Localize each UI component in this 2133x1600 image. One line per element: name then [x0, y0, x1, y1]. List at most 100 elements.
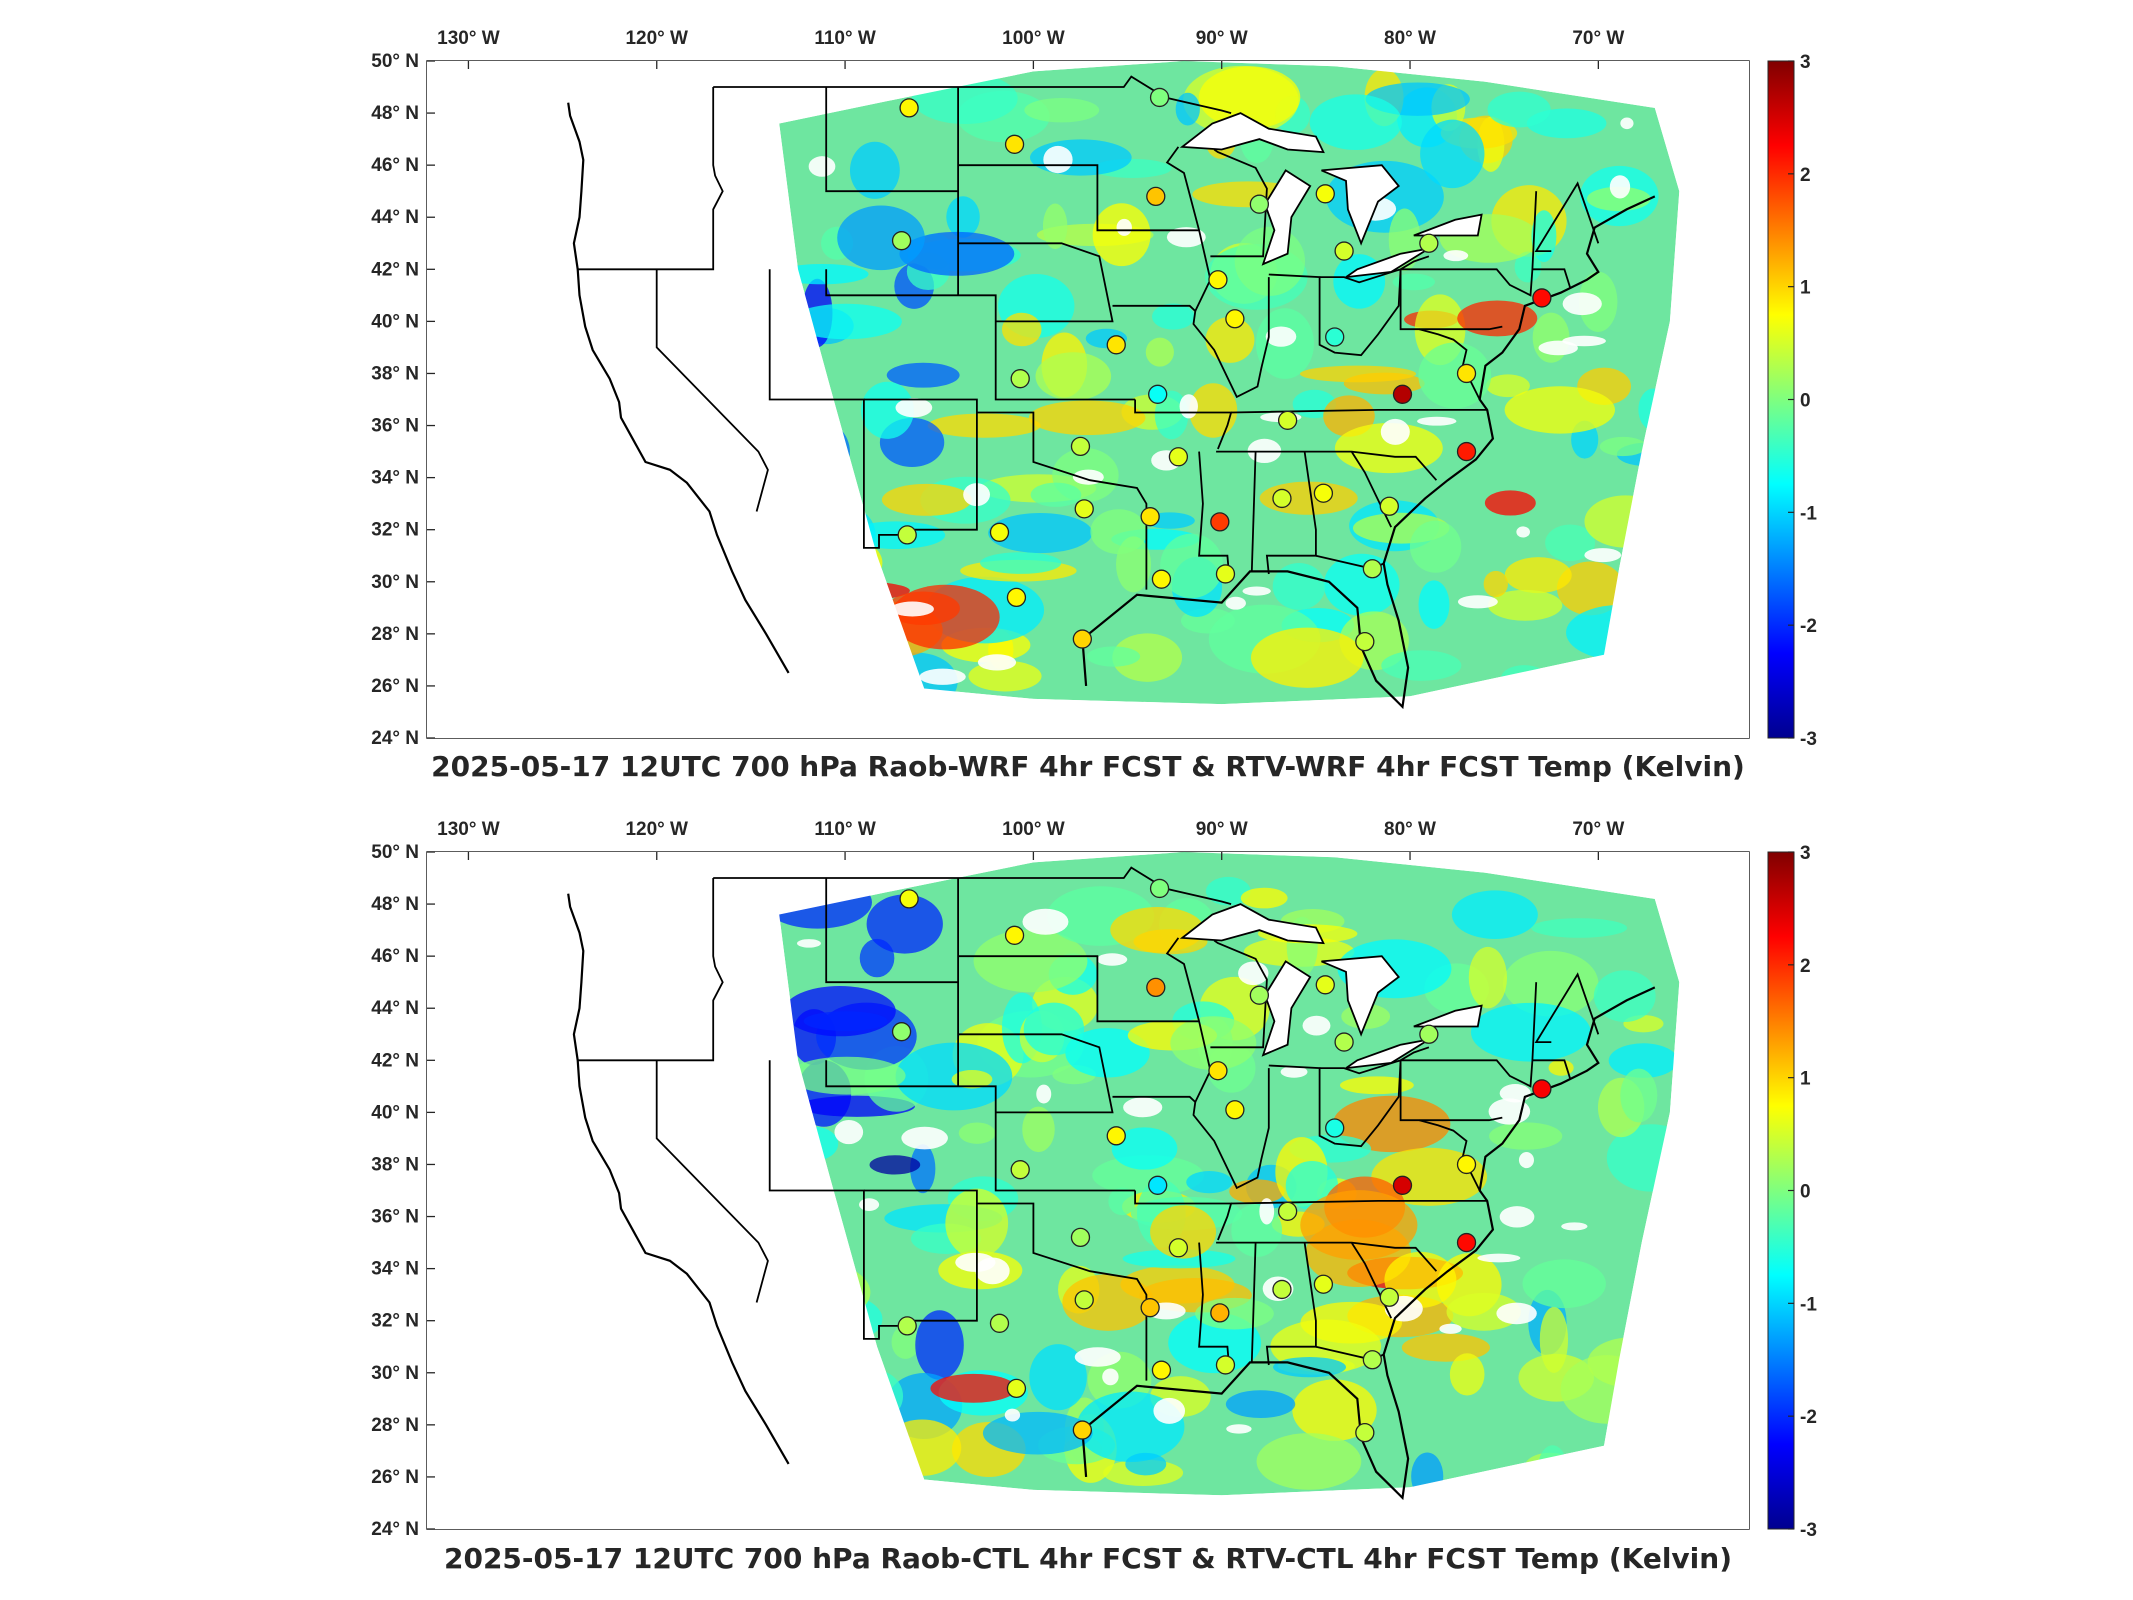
- state-line: [1319, 1046, 1430, 1075]
- raob-station-marker: [1215, 564, 1236, 584]
- raob-station-marker: [1070, 436, 1091, 457]
- raob-stations: [891, 87, 1552, 652]
- panel-title: 2025-05-17 12UTC 700 hPa Raob-CTL 4hr FC…: [444, 1542, 1732, 1575]
- field-blob: [1457, 300, 1538, 337]
- field-blob: [1381, 650, 1462, 681]
- lat-tick-label: 48° N: [371, 103, 419, 124]
- masked-area: [1166, 227, 1206, 248]
- domain-mask: [427, 852, 1749, 1529]
- raob-station-marker: [1006, 1378, 1027, 1399]
- state-line: [1192, 277, 1270, 399]
- lon-tick-label: 100° W: [1002, 28, 1065, 49]
- raob-station-marker: [1006, 587, 1027, 608]
- west-coastline: [567, 102, 790, 674]
- field-blob: [1112, 633, 1183, 682]
- field-blob: [1030, 482, 1082, 507]
- field-blob: [1175, 92, 1200, 126]
- field-blob: [1449, 1353, 1485, 1396]
- raob-station-marker: [1210, 512, 1230, 532]
- state-line: [825, 269, 1136, 401]
- masked-area: [1562, 292, 1602, 316]
- masked-area: [1225, 596, 1246, 610]
- lon-tick-label: 120° W: [625, 28, 688, 49]
- raob-station-marker: [1272, 488, 1292, 509]
- field-blob: [866, 894, 943, 954]
- lon-tick-label: 110° W: [814, 28, 876, 49]
- raob-station-marker: [1004, 134, 1025, 154]
- raob-station-marker: [1215, 1355, 1236, 1375]
- field-blob: [1160, 533, 1224, 599]
- lon-tick-label: 110° W: [814, 819, 876, 840]
- lon-tick-label: 90° W: [1196, 28, 1248, 49]
- field-blob: [1225, 1390, 1296, 1419]
- state-line: [1534, 181, 1600, 253]
- raob-station-marker: [1456, 1154, 1477, 1175]
- raob-stations: [891, 878, 1552, 1443]
- field-blob: [1309, 94, 1402, 150]
- field-blob: [849, 141, 900, 199]
- masked-area: [808, 156, 836, 177]
- masked-area: [1123, 1097, 1163, 1118]
- state-line: [1532, 1059, 1571, 1079]
- state-line: [577, 878, 724, 1062]
- lat-tick-label: 38° N: [371, 1154, 419, 1175]
- masked-area: [1518, 1152, 1534, 1169]
- latitude-ticks: 50° N 48° N 46° N 44° N 42° N 40° N 38° N 36° N…: [371, 842, 435, 1540]
- field-blob: [1545, 524, 1596, 562]
- field-blob: [1418, 580, 1450, 629]
- field-blob: [930, 1373, 1017, 1403]
- masked-area: [859, 1198, 880, 1211]
- raob-station-marker: [1208, 1061, 1228, 1081]
- raob-station-marker: [1379, 496, 1399, 516]
- field-blob: [1122, 1249, 1236, 1269]
- state-line: [863, 1189, 978, 1322]
- field-blob: [1539, 1306, 1569, 1373]
- raob-station-marker: [1140, 1298, 1160, 1318]
- colorbar-tick-label: 2: [1800, 956, 1811, 977]
- map-panel-top: 130° W 120° W 110° W 100° W 90° W 80° W 70° W …: [371, 28, 1817, 783]
- masked-area: [1116, 218, 1132, 236]
- field-blob: [1195, 1297, 1274, 1330]
- field-blob: [1446, 1292, 1521, 1331]
- field-blob: [1392, 273, 1435, 291]
- raob-station-marker: [1334, 1032, 1354, 1052]
- masked-area: [1584, 548, 1622, 563]
- field-blob: [1023, 1002, 1085, 1056]
- raob-station-marker: [1140, 507, 1160, 527]
- lat-tick-label: 36° N: [371, 1207, 419, 1228]
- masked-area: [834, 1119, 864, 1145]
- lat-tick-label: 28° N: [371, 1415, 419, 1436]
- field-blob: [1110, 907, 1205, 953]
- state-line: [713, 75, 1232, 114]
- lat-tick-label: 40° N: [371, 1102, 419, 1123]
- raob-station-marker: [1074, 499, 1094, 519]
- raob-station-marker: [1272, 1279, 1292, 1300]
- field-blob: [1599, 436, 1647, 457]
- raob-station-marker: [1074, 1290, 1094, 1310]
- state-boundaries: [567, 75, 1656, 710]
- colorbar-ticks: 3 2 1 0 -1 -2 -3: [1788, 843, 1817, 1541]
- state-line: [1250, 451, 1257, 572]
- masked-area: [1280, 1066, 1308, 1078]
- colorbar-tick-label: 3: [1800, 843, 1811, 864]
- raob-station-marker: [1456, 1232, 1477, 1253]
- raob-station-marker: [1146, 186, 1166, 207]
- state-line: [1268, 1060, 1402, 1148]
- colorbar-tick-label: 0: [1800, 391, 1811, 412]
- raob-station-marker: [1379, 1287, 1399, 1307]
- masked-area: [1561, 1222, 1588, 1231]
- great-lake: [1179, 903, 1325, 945]
- field-blob: [869, 1155, 921, 1175]
- field-blob: [927, 413, 1041, 438]
- field-blob: [1483, 570, 1508, 598]
- raob-station-marker: [1149, 878, 1170, 899]
- state-line: [1268, 269, 1402, 357]
- raob-station-marker: [899, 98, 919, 118]
- field-blob: [1092, 1155, 1204, 1196]
- raob-station-marker: [1315, 975, 1335, 995]
- state-line: [825, 87, 959, 193]
- state-line: [1112, 146, 1212, 313]
- state-line: [1532, 268, 1571, 288]
- raob-station-marker: [1106, 1126, 1126, 1146]
